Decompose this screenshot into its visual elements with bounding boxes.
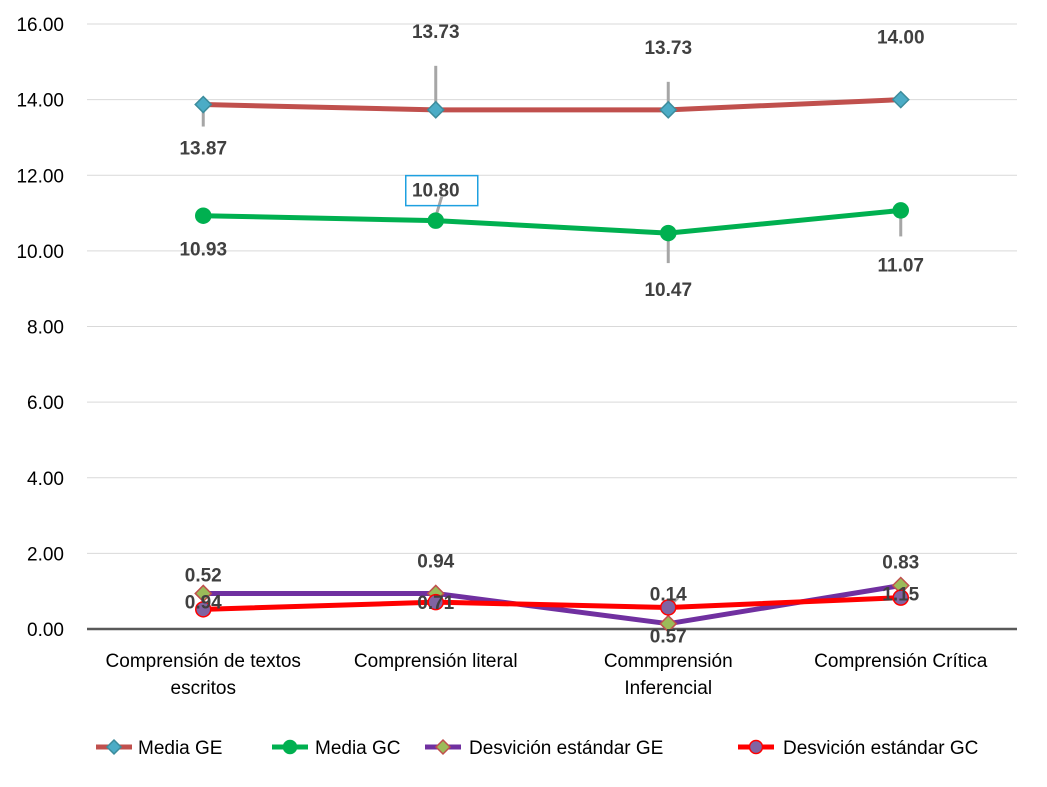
legend-swatch-marker <box>282 739 298 755</box>
series-media-gc <box>195 202 909 242</box>
legend-item: Desvición estándar GC <box>738 738 978 759</box>
data-label: 13.73 <box>644 38 692 59</box>
data-labels: 13.87 13.73 13.73 14.00 10.93 10.80 10.47 11.07… <box>179 22 924 648</box>
data-label: 10.47 <box>644 280 692 301</box>
data-label: 13.73 <box>412 22 460 43</box>
label-leader-lines <box>201 65 903 606</box>
legend-label: Desvición estándar GE <box>469 738 663 759</box>
x-tick-label: Comprensión de textos escritos <box>106 651 301 699</box>
legend-item: Desvición estándar GE <box>425 738 663 759</box>
series-desvici-n-est-ndar-gc <box>195 589 909 618</box>
y-tick-label: 6.00 <box>27 393 64 414</box>
legend-item: Media GC <box>272 738 401 759</box>
y-tick-label: 14.00 <box>16 91 64 112</box>
data-label: 0.57 <box>650 626 687 647</box>
legend-label: Media GC <box>315 738 401 759</box>
data-label: 1.15 <box>882 585 919 606</box>
data-label: 10.80 <box>412 181 460 202</box>
series-lines <box>194 90 910 633</box>
data-label: 11.07 <box>878 255 925 276</box>
data-point-marker <box>659 100 678 119</box>
gridlines <box>87 23 1017 554</box>
data-point-marker <box>195 601 212 618</box>
legend-swatch-marker <box>105 738 123 756</box>
data-point-marker <box>426 100 445 119</box>
y-tick-label: 12.00 <box>16 166 64 187</box>
series-line <box>200 97 904 113</box>
x-tick-label: Commprensión Inferencial <box>604 651 733 699</box>
data-point-marker <box>892 202 909 219</box>
legend: Media GE Media GC Desvición estándar GE Des… <box>96 738 978 759</box>
data-point-marker <box>195 207 212 224</box>
y-tick-label: 10.00 <box>16 242 64 263</box>
data-point-marker <box>660 599 677 616</box>
legend-item: Media GE <box>96 738 222 759</box>
legend-label: Desvición estándar GC <box>783 738 978 759</box>
data-label: 0.71 <box>417 593 454 614</box>
legend-label: Media GE <box>138 738 222 759</box>
data-point-marker <box>427 212 444 229</box>
selected-label-box <box>405 174 479 207</box>
y-tick-label: 0.00 <box>27 620 64 641</box>
x-tick-label: Comprensión Crítica <box>814 651 988 672</box>
legend-swatch-marker <box>748 739 764 755</box>
y-tick-label: 8.00 <box>27 318 64 339</box>
series-line <box>200 595 904 612</box>
data-point-marker <box>659 614 678 633</box>
data-label: 0.52 <box>185 565 222 586</box>
data-label: 13.87 <box>179 139 227 160</box>
x-axis: Comprensión de textos escritos Comprensión… <box>87 627 1017 699</box>
data-point-marker <box>891 90 910 109</box>
data-label: 10.93 <box>179 240 227 261</box>
data-label: 0.94 <box>417 551 454 572</box>
data-point-marker <box>892 589 909 606</box>
x-tick-label: Comprensión literal <box>354 651 518 672</box>
data-label: 0.14 <box>650 585 687 606</box>
data-label: 14.00 <box>877 28 925 49</box>
y-tick-label: 16.00 <box>16 15 64 36</box>
y-tick-label: 4.00 <box>27 469 64 490</box>
legend-swatch-marker <box>434 738 452 756</box>
series-media-ge <box>194 90 910 119</box>
data-label: 0.83 <box>882 553 919 574</box>
data-point-marker <box>660 224 677 242</box>
data-label: 0.94 <box>185 592 222 613</box>
data-point-marker <box>194 95 213 114</box>
data-point-marker <box>427 593 444 611</box>
series-line <box>200 207 904 236</box>
y-tick-label: 2.00 <box>27 544 64 565</box>
y-axis-ticks: 0.00 2.00 4.00 6.00 8.00 10.00 12.00 14.00 16.00 <box>16 15 64 641</box>
